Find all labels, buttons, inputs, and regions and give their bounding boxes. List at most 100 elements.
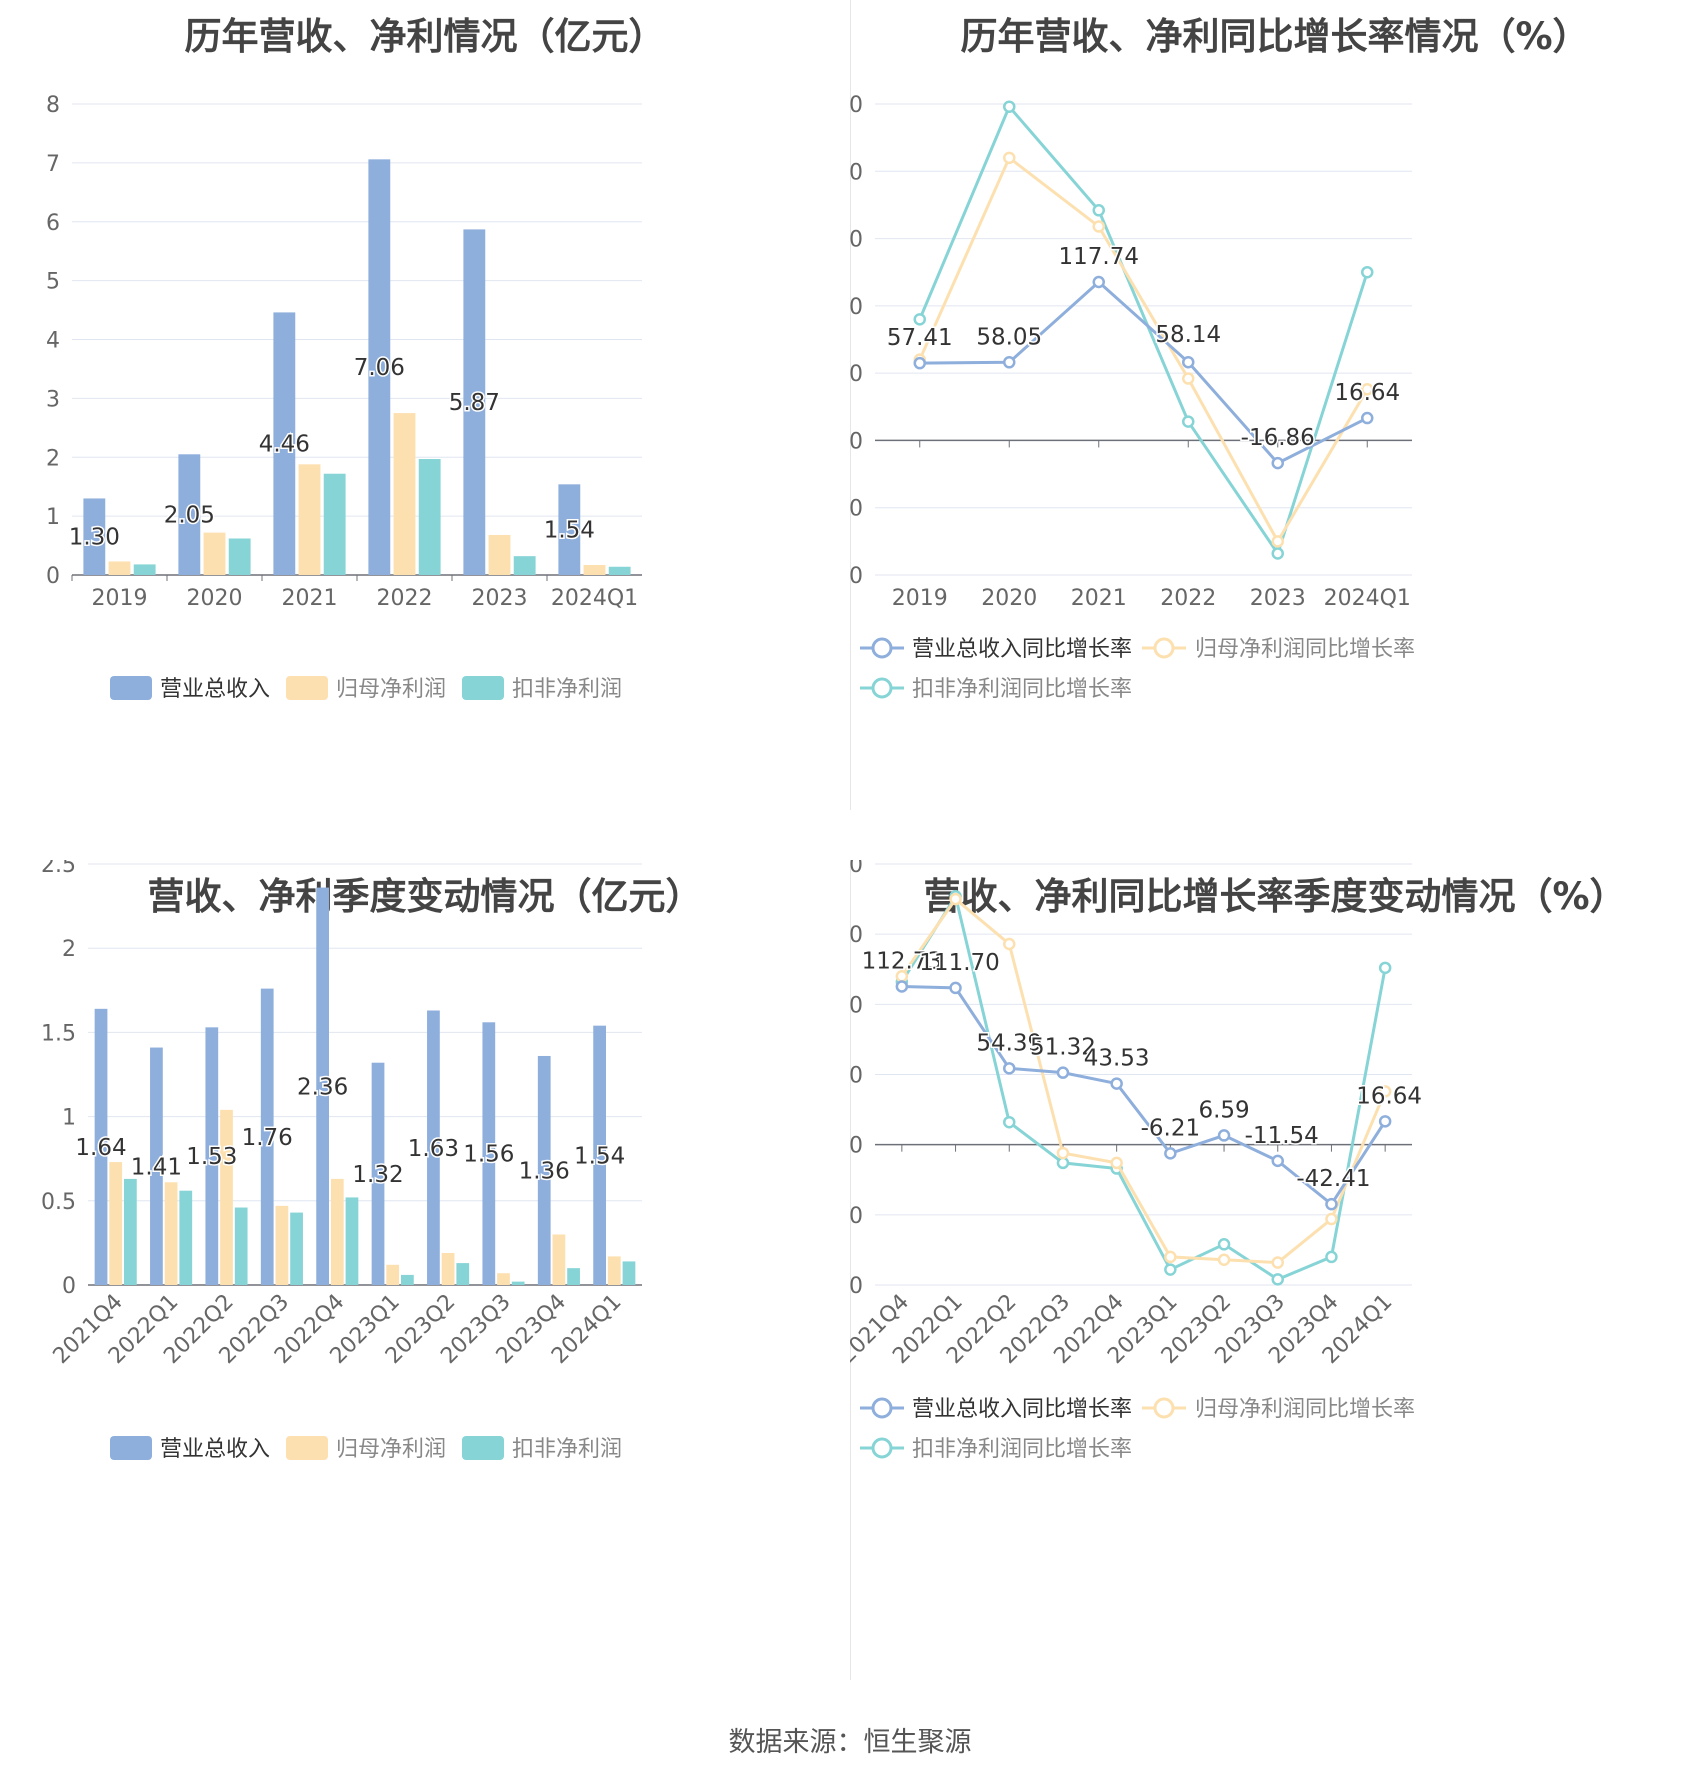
bar [427, 1010, 440, 1285]
series-point [1361, 411, 1374, 425]
series-point [1182, 355, 1195, 369]
annual-bar-chart: 0 1 2 3 4 5 6 7 8 1.30 2.05 4.46 7.06 5.87 1.54 2019 202… [46, 93, 642, 702]
series-point [1325, 1250, 1338, 1264]
series-point [1325, 1197, 1338, 1211]
y-tick-label: 1.5 [41, 1021, 76, 1046]
data-label: 4.46 [259, 432, 310, 458]
data-label: -6.21 [1141, 1115, 1201, 1141]
bar [482, 1022, 496, 1285]
legend-marker [871, 1397, 893, 1419]
bar [401, 1274, 414, 1285]
y-tick-label: 150 [850, 923, 863, 948]
series-point [1271, 456, 1284, 470]
bar [456, 1263, 470, 1285]
legend-swatch [110, 676, 152, 700]
bar [164, 1182, 178, 1285]
bar [260, 988, 274, 1285]
legend-marker [871, 1437, 893, 1459]
annual-line-panel: 历年营收、净利同比增长率情况（%） -100 -50 0 50 100 150 200 250… [850, 0, 1700, 820]
series-point [1182, 372, 1195, 385]
legend-label: 归母净利润 [336, 1437, 446, 1462]
bar [497, 1273, 510, 1285]
legend-marker [1153, 1397, 1175, 1419]
x-tick-label: 2019 [92, 586, 148, 611]
y-tick-label: 2 [46, 446, 60, 471]
y-tick-label: 100 [850, 993, 863, 1018]
data-label: 1.30 [69, 525, 120, 551]
legend-marker [871, 637, 893, 659]
y-tick-label: 200 [850, 860, 863, 878]
y-tick-label: -50 [850, 1204, 863, 1229]
quarter-bar-chart: 0 0.5 1 1.5 2 2.5 1.641.41 1.531.762.36 1.321.63… [41, 860, 642, 1462]
series-point [1271, 535, 1284, 548]
series-point [1056, 1146, 1070, 1160]
bar [290, 1212, 303, 1285]
series-line [918, 155, 1369, 545]
chart-title: 历年营收、净利情况（亿元） [184, 15, 666, 58]
legend-label: 归母净利润同比增长率 [1195, 1397, 1415, 1422]
bar [607, 1256, 621, 1285]
series-point [1003, 1062, 1016, 1075]
bar [108, 561, 131, 575]
legend-marker [871, 677, 893, 699]
annual-line-chart: -100 -50 0 50 100 150 200 250 57.41 58.05 117.74 58… [850, 93, 1415, 702]
series-point [1092, 220, 1105, 233]
series-point [949, 981, 962, 995]
bar [316, 887, 329, 1285]
x-tick-label: 2024Q1 [1324, 586, 1411, 611]
bar [330, 1178, 344, 1285]
bar [228, 538, 251, 575]
x-tick-label: 2023 [472, 586, 528, 611]
legend-label: 扣非净利润同比增长率 [912, 677, 1132, 702]
series-point [1361, 383, 1374, 396]
y-tick-label: 150 [850, 228, 863, 253]
y-tick-label: 2.5 [41, 860, 76, 878]
bar [622, 1261, 636, 1285]
series-point [1217, 1238, 1231, 1251]
series-point [1164, 1250, 1177, 1264]
bar [513, 556, 536, 575]
legend-label: 归母净利润 [336, 677, 446, 702]
data-label: 1.41 [131, 1154, 182, 1180]
bar [371, 1062, 385, 1285]
series-line [900, 896, 1387, 1265]
series-point [1092, 275, 1105, 289]
x-tick-label: 2020 [187, 586, 243, 611]
y-tick-label: 1 [46, 505, 60, 530]
data-label: 111.70 [919, 950, 999, 976]
bar [83, 498, 106, 575]
y-tick-label: 6 [46, 211, 60, 236]
y-tick-label: 100 [850, 295, 863, 320]
data-label: 1.54 [574, 1143, 625, 1169]
data-label: 7.06 [354, 355, 405, 381]
bar [393, 413, 416, 575]
bar [583, 564, 606, 575]
series-line [919, 279, 1368, 465]
data-label: 2.36 [297, 1074, 348, 1100]
x-tick-label: 2022 [1160, 586, 1216, 611]
y-tick-label: 3 [46, 387, 60, 412]
series-line [901, 984, 1387, 1207]
data-label: 2.05 [164, 503, 215, 529]
quarter-bar-panel: 营收、净利季度变动情况（亿元） 0 0.5 1 1.5 2 2.5 1.64 1.41 1.53… [0, 860, 850, 1700]
data-label: 54.39 [976, 1030, 1042, 1056]
series-point [949, 892, 962, 906]
series-point [1271, 547, 1284, 560]
series-point [1182, 415, 1195, 428]
bar [234, 1207, 248, 1285]
bar [273, 312, 296, 575]
series-point [913, 356, 926, 370]
quarter-line-panel: 营收、净利同比增长率季度变动情况（%） -100 -50 0 50 100 150 200 1… [850, 860, 1700, 1700]
series-point [1003, 1115, 1016, 1129]
series-point [1003, 100, 1016, 113]
data-label: -42.41 [1296, 1166, 1370, 1192]
chart-title: 历年营收、净利同比增长率情况（%） [960, 15, 1590, 58]
data-label: 6.59 [1198, 1097, 1249, 1123]
y-tick-label: 200 [850, 160, 863, 185]
data-label: 57.41 [887, 325, 953, 351]
data-label: 112.73 [862, 948, 942, 974]
series-point [1056, 1156, 1070, 1170]
y-tick-label: 5 [46, 270, 60, 295]
legend-swatch [110, 1436, 152, 1460]
bar [463, 229, 486, 575]
